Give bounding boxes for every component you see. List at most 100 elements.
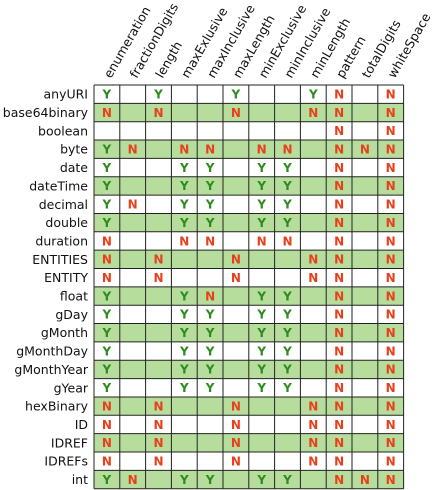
cell-value: N: [231, 399, 241, 413]
cell-value: Y: [205, 161, 215, 175]
cell-value: Y: [102, 473, 112, 487]
row-label: double: [45, 215, 88, 230]
row-label: IDREFs: [44, 454, 88, 469]
cell-value: N: [334, 399, 344, 413]
cell-value: Y: [102, 87, 112, 101]
cell-value: Y: [205, 381, 215, 395]
cell-value: N: [153, 106, 163, 120]
row-label: float: [60, 289, 88, 304]
row-label: base64binary: [3, 105, 89, 120]
cell-value: Y: [282, 363, 292, 377]
cell-value: Y: [282, 161, 292, 175]
cell-value: Y: [179, 363, 189, 377]
cell-value: Y: [256, 473, 266, 487]
cell-value: N: [386, 106, 396, 120]
cell-value: Y: [282, 344, 292, 358]
cell-value: N: [386, 454, 396, 468]
cell-value: N: [128, 473, 138, 487]
cell-value: Y: [102, 363, 112, 377]
cell-value: Y: [102, 216, 112, 230]
cell-value: Y: [231, 87, 241, 101]
cell-value: Y: [256, 381, 266, 395]
cell-value: Y: [179, 289, 189, 303]
row-label: date: [60, 160, 88, 175]
row-label: IDREF: [51, 435, 88, 450]
cell-value: N: [153, 436, 163, 450]
cell-value: N: [205, 234, 215, 248]
cell-value: Y: [256, 216, 266, 230]
cell-value: N: [102, 436, 112, 450]
cell-value: Y: [102, 161, 112, 175]
row-label: ENTITY: [44, 270, 88, 285]
cell-value: N: [334, 271, 344, 285]
cell-value: Y: [102, 308, 112, 322]
cell-value: N: [102, 234, 112, 248]
cell-value: N: [102, 271, 112, 285]
cell-value: N: [386, 363, 396, 377]
cell-value: Y: [179, 216, 189, 230]
cell-value: N: [257, 234, 267, 248]
cell-value: N: [153, 399, 163, 413]
cell-value: Y: [256, 161, 266, 175]
row-label: gMonth: [41, 325, 88, 340]
cell-value: N: [153, 418, 163, 432]
cell-value: Y: [102, 179, 112, 193]
cell-value: Y: [179, 381, 189, 395]
cell-value: N: [308, 436, 318, 450]
cell-value: N: [386, 124, 396, 138]
cell-value: Y: [256, 179, 266, 193]
cell-value: N: [334, 87, 344, 101]
cell-value: Y: [205, 198, 215, 212]
cell-value: Y: [179, 326, 189, 340]
row-label: gMonthDay: [16, 344, 88, 359]
cell-value: Y: [282, 289, 292, 303]
cell-value: N: [334, 454, 344, 468]
cell-value: N: [282, 143, 292, 157]
cell-value: N: [334, 106, 344, 120]
cell-value: N: [102, 399, 112, 413]
cell-value: N: [153, 253, 163, 267]
cell-value: Y: [205, 363, 215, 377]
cell-value: N: [334, 308, 344, 322]
cell-value: N: [153, 454, 163, 468]
cell-value: N: [386, 271, 396, 285]
cell-value: N: [231, 436, 241, 450]
cell-value: N: [386, 87, 396, 101]
cell-value: N: [308, 271, 318, 285]
cell-value: Y: [205, 344, 215, 358]
cell-value: N: [386, 161, 396, 175]
cell-value: Y: [282, 308, 292, 322]
row-label: ID: [75, 417, 88, 432]
cell-value: N: [205, 289, 215, 303]
cell-value: Y: [256, 308, 266, 322]
cell-value: N: [308, 418, 318, 432]
cell-value: N: [153, 271, 163, 285]
cell-value: Y: [205, 216, 215, 230]
cell-value: N: [179, 234, 189, 248]
cell-value: N: [386, 216, 396, 230]
cell-value: N: [102, 454, 112, 468]
cell-value: Y: [205, 179, 215, 193]
cell-value: N: [102, 253, 112, 267]
cell-value: N: [257, 143, 267, 157]
cell-value: Y: [153, 87, 163, 101]
cell-value: N: [334, 363, 344, 377]
cell-value: N: [386, 436, 396, 450]
row-label: gMonthYear: [14, 362, 88, 377]
cell-value: N: [282, 234, 292, 248]
cell-value: N: [334, 216, 344, 230]
cell-value: Y: [179, 198, 189, 212]
row-label: anyURI: [43, 87, 88, 102]
cell-value: N: [231, 253, 241, 267]
cell-value: N: [334, 381, 344, 395]
cell-value: Y: [102, 143, 112, 157]
cell-value: Y: [282, 381, 292, 395]
cell-value: Y: [102, 326, 112, 340]
row-label: decimal: [39, 197, 88, 212]
cell-value: N: [334, 161, 344, 175]
cell-value: N: [334, 179, 344, 193]
cell-value: Y: [179, 179, 189, 193]
cell-value: N: [231, 418, 241, 432]
cell-value: N: [360, 473, 370, 487]
cell-value: N: [386, 473, 396, 487]
